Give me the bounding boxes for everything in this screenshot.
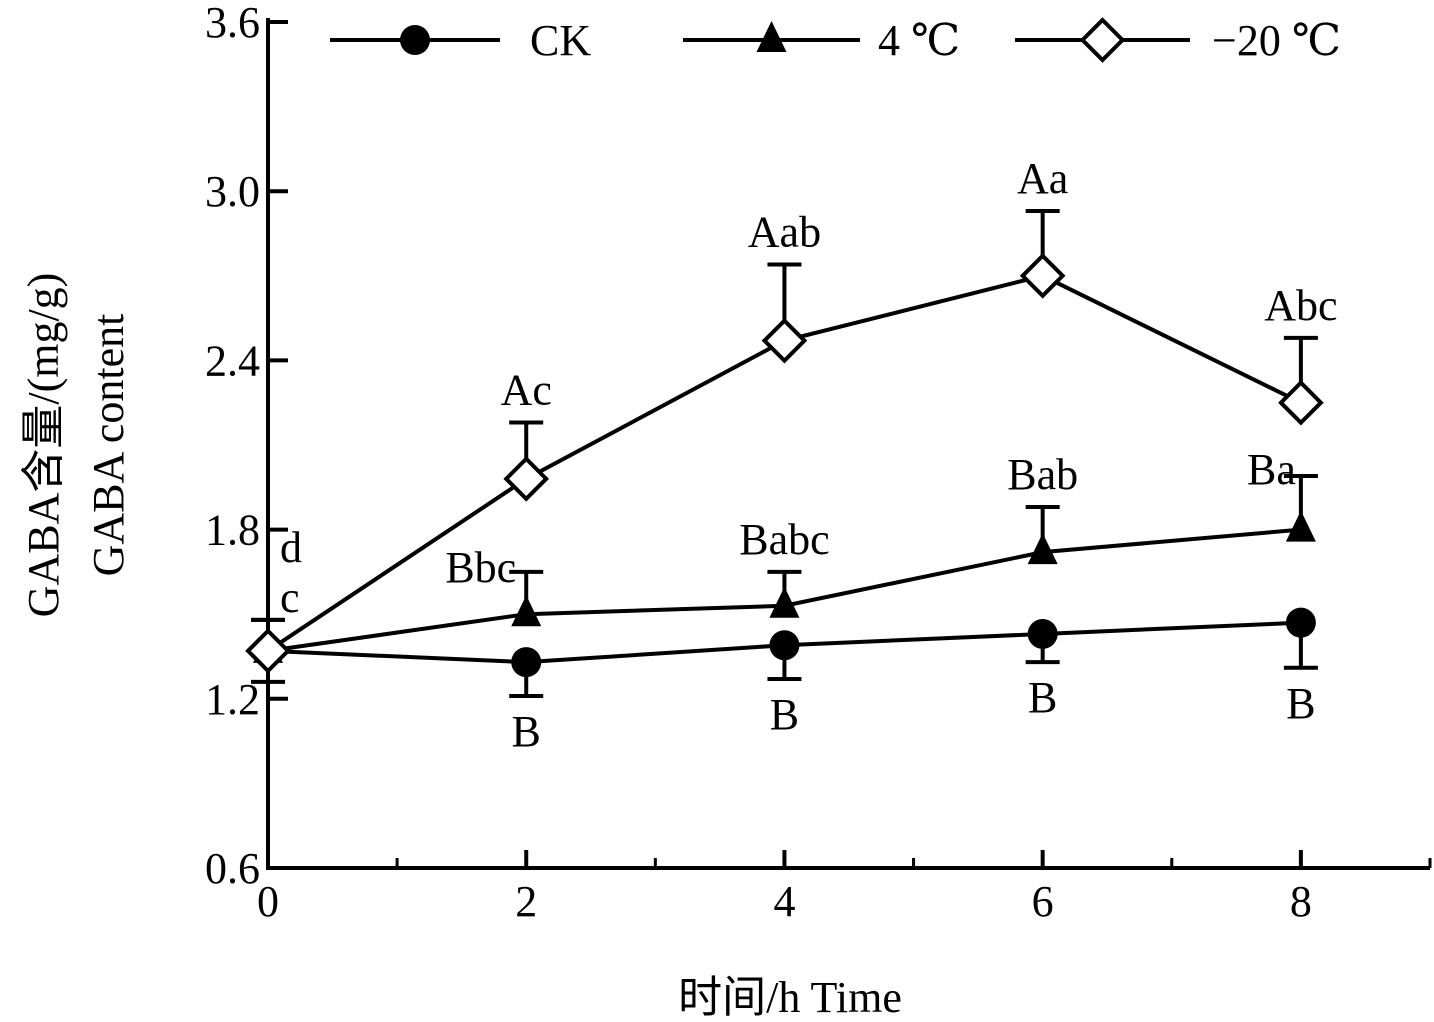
y-tick-label: 3.0 <box>205 167 260 216</box>
significance-label: B <box>770 690 799 739</box>
legend-marker <box>400 25 430 55</box>
significance-label: Aab <box>748 208 821 257</box>
data-point <box>1027 618 1058 649</box>
data-point <box>503 456 550 502</box>
data-point <box>1285 607 1316 638</box>
legend-label: CK <box>530 16 591 65</box>
significance-label: d <box>280 523 302 572</box>
data-point <box>761 317 808 364</box>
significance-label: Aa <box>1017 154 1068 203</box>
data-point <box>511 647 542 678</box>
x-tick-label: 6 <box>1032 877 1054 926</box>
legend-item-0: CK <box>330 16 591 65</box>
y-tick-label: 1.2 <box>205 675 260 724</box>
data-point <box>769 630 800 661</box>
series-group: B B B Bc Bbc Babc Bab Ba d Ac Aab Aa Abc <box>245 154 1338 756</box>
legend-label: 4 ℃ <box>878 16 960 65</box>
data-point <box>769 586 800 618</box>
legend-item-1: 4 ℃ <box>683 16 960 65</box>
data-point <box>1027 533 1058 565</box>
significance-label: Ba <box>1247 445 1296 494</box>
significance-label: B <box>1286 679 1315 728</box>
significance-label: Bab <box>1007 450 1078 499</box>
significance-label: B <box>512 707 541 756</box>
data-point <box>245 628 291 674</box>
data-point <box>511 595 542 627</box>
data-point <box>1019 252 1066 299</box>
legend-item-2: −20 ℃ <box>1015 16 1341 65</box>
y-tick-label: 0.6 <box>205 844 260 893</box>
x-tick-label: 0 <box>257 877 279 926</box>
x-axis-label: 时间/h Time <box>678 973 902 1022</box>
legend: CK 4 ℃ −20 ℃ <box>330 16 1341 65</box>
x-tick-label: 8 <box>1290 877 1312 926</box>
data-point <box>1278 379 1324 426</box>
x-tick-label: 2 <box>515 877 537 926</box>
significance-label: Ac <box>501 365 552 414</box>
y-tick-label: 1.8 <box>205 506 260 555</box>
significance-label: Babc <box>739 515 829 564</box>
data-point <box>1285 510 1316 542</box>
significance-label: c <box>280 573 300 622</box>
series-markers-2: d Ac Aab Aa Abc <box>245 154 1338 674</box>
y-tick-label: 3.6 <box>205 0 260 47</box>
y-axis-label-line2: GABA content <box>84 314 133 577</box>
x-tick-label: 4 <box>773 877 795 926</box>
y-tick-label: 2.4 <box>205 336 260 385</box>
y-axis-label-line1: GABA含量/(mg/g) <box>19 273 68 618</box>
significance-label: Bbc <box>445 543 516 592</box>
significance-label: B <box>1028 673 1057 722</box>
axes: 0.6 1.2 1.8 2.4 3.0 3.6 0 2 4 6 8 <box>205 0 1432 926</box>
legend-marker <box>1079 17 1126 63</box>
significance-label: Abc <box>1264 281 1337 330</box>
legend-label: −20 ℃ <box>1212 16 1341 65</box>
legend-marker <box>756 21 787 52</box>
series-markers-1: c Bbc Babc Bab Ba <box>253 445 1316 663</box>
